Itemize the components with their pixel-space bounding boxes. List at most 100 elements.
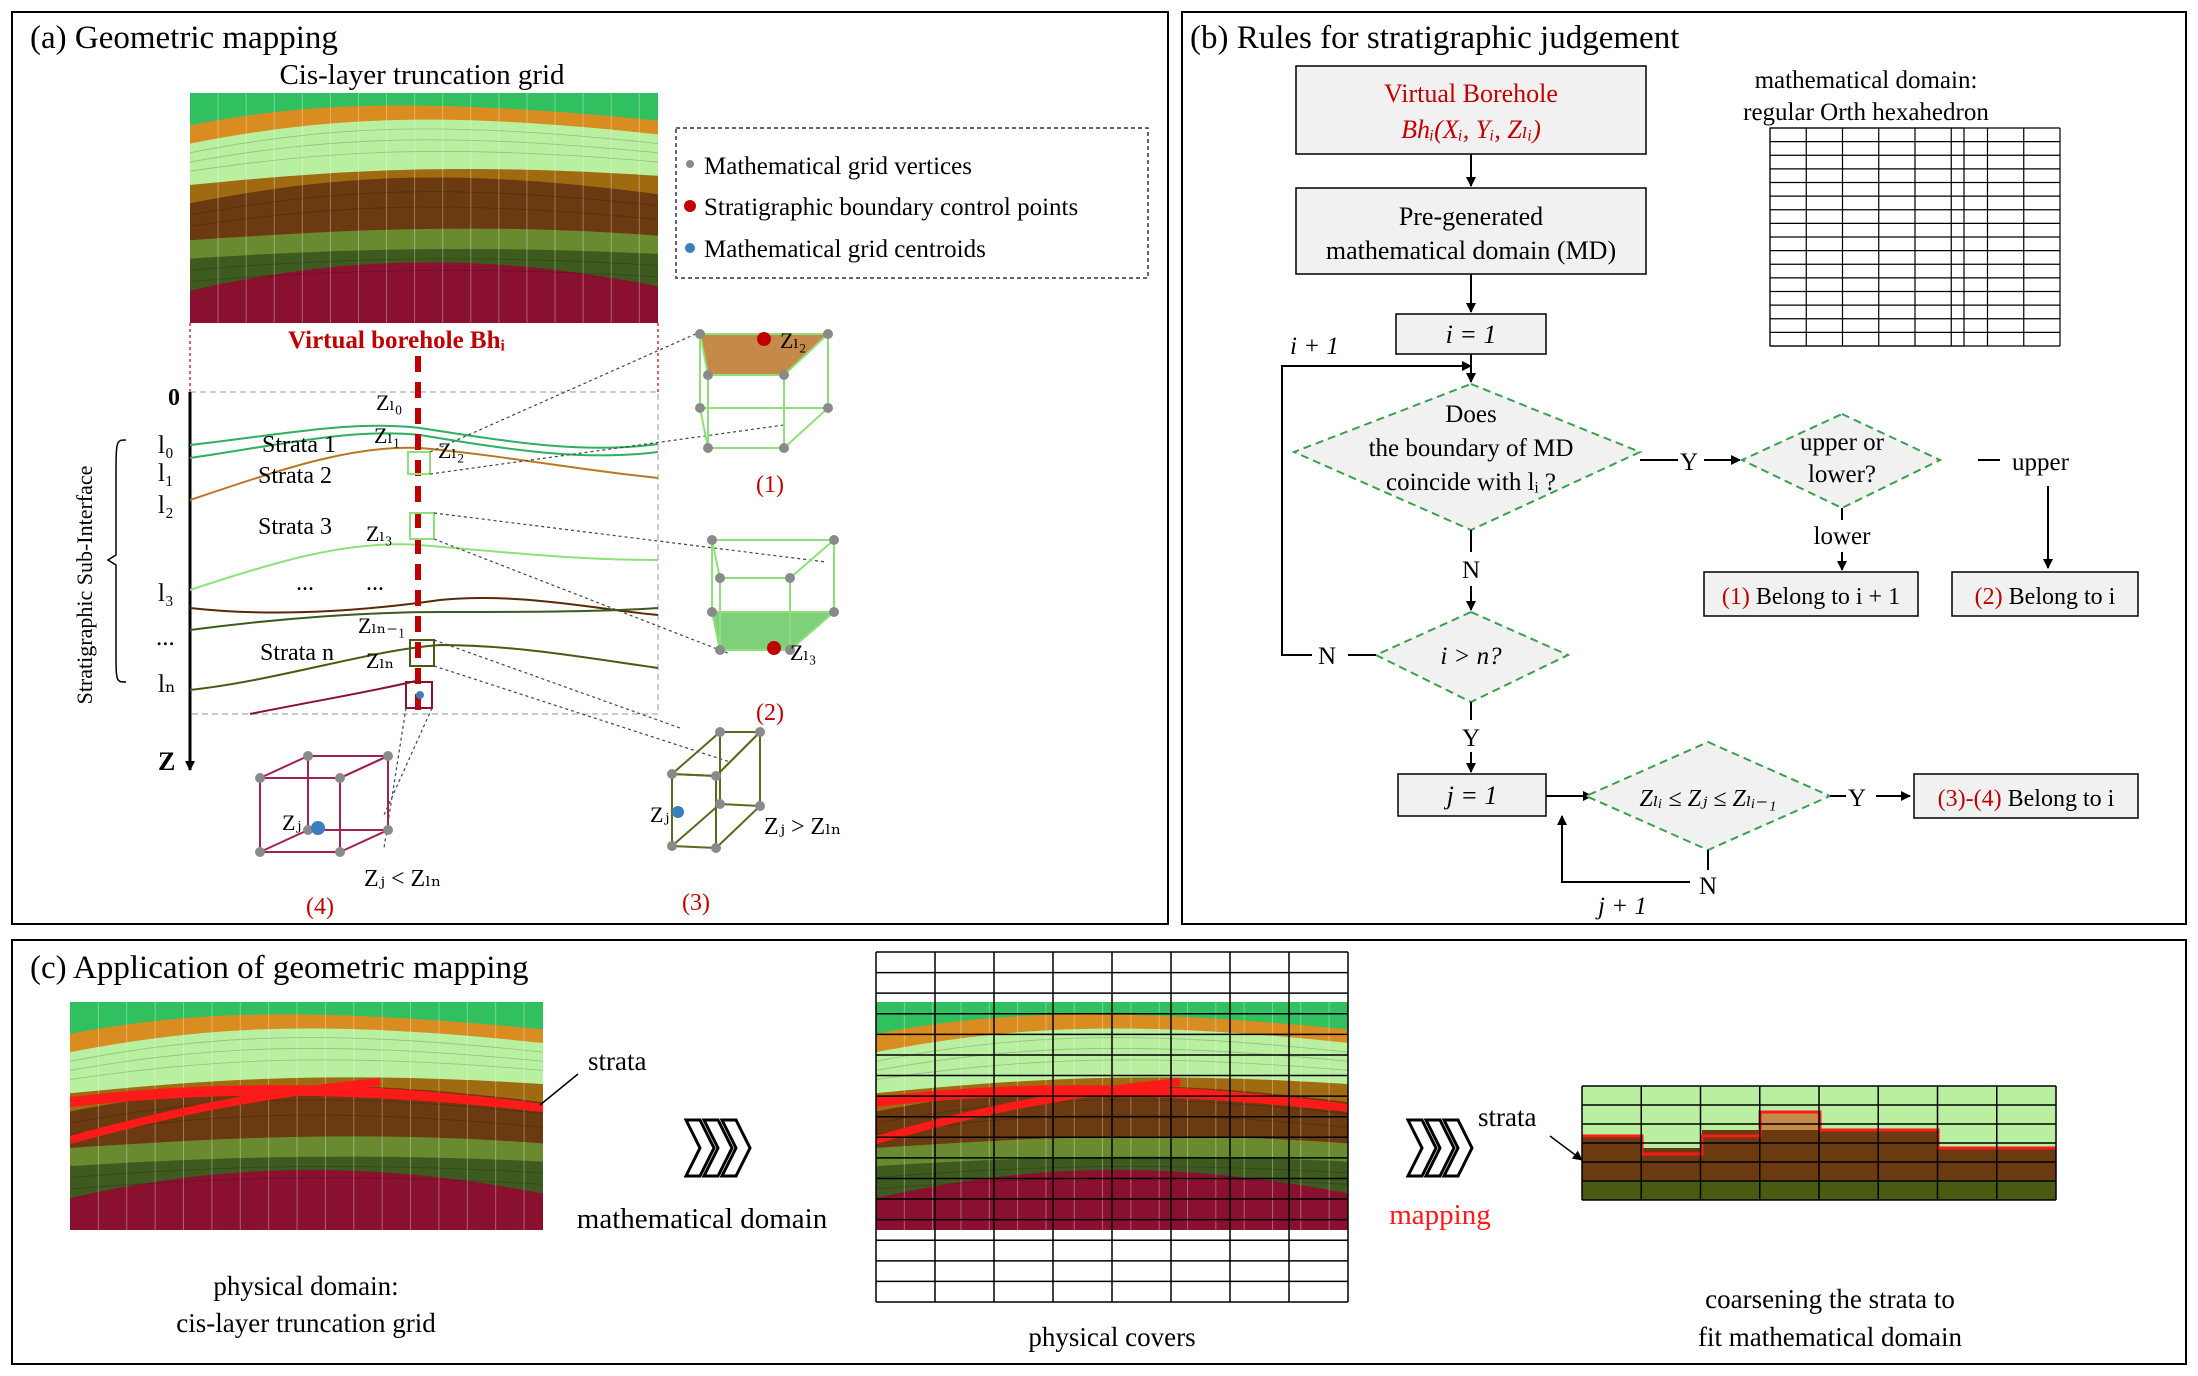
chevron-arrow-icon-2 <box>1405 1118 1474 1178</box>
result-34-box <box>1913 773 2139 819</box>
panel-a-title: (a) Geometric mapping <box>30 20 338 56</box>
does-1: Does <box>1445 401 1496 428</box>
cube-2 <box>707 535 839 655</box>
cube-4-relation: Zⱼ < Zₗₙ <box>364 866 441 892</box>
z-l2: Zₗ₂ <box>438 438 464 463</box>
j-next: j + 1 <box>1595 893 1647 920</box>
cube-2-num: (2) <box>756 700 784 726</box>
mapping-label: mapping <box>1389 1199 1491 1231</box>
legend-centroids: Mathematical grid centroids <box>704 236 986 263</box>
yes-1: Y <box>1680 449 1698 476</box>
coarse-caption-2: fit mathematical domain <box>1698 1322 1962 1352</box>
strata-1: Strata 1 <box>262 432 336 458</box>
panel-c-frame <box>11 939 2187 1365</box>
strata-label-1: strata <box>588 1046 646 1076</box>
virtual-borehole-line1: Virtual Borehole <box>1384 79 1558 108</box>
cube-3-num: (3) <box>682 890 710 916</box>
strata-3: Strata 3 <box>258 514 332 540</box>
upper-lower-1: upper or <box>1800 429 1885 456</box>
pregen-line2: mathematical domain (MD) <box>1326 236 1616 265</box>
i-init-box <box>1395 313 1547 355</box>
pregen-md-box <box>1295 187 1647 275</box>
cube-3-relation: Zⱼ > Zₗₙ <box>764 814 841 840</box>
chevron-arrow-icon-1 <box>683 1118 752 1178</box>
md-grid-lines <box>1769 127 2061 347</box>
cube-3 <box>667 727 765 853</box>
loop-i <box>1281 361 1472 656</box>
cube-3-label: Zⱼ <box>650 802 669 827</box>
no-1: N <box>1462 557 1480 584</box>
lower-label: lower <box>1814 523 1872 550</box>
legend-vertices: Mathematical grid vertices <box>704 153 972 180</box>
z-l3: Zₗ₃ <box>366 521 392 546</box>
virtual-borehole-line2: Bhᵢ(Xᵢ, Yᵢ, Zₗᵢ) <box>1401 115 1541 144</box>
i-gt-n: i > n? <box>1440 643 1502 670</box>
yes-2: Y <box>1462 725 1480 752</box>
cube-1-label: Zₗ₂ <box>780 328 806 353</box>
profile-box <box>189 391 659 715</box>
legend-box <box>675 127 1149 279</box>
sub-interface-brace <box>106 439 127 683</box>
md-caption-2: regular Orth hexahedron <box>1743 99 1989 126</box>
md-label: mathematical domain <box>577 1203 828 1235</box>
range-condition: Zₗᵢ ≤ Zⱼ ≤ Zₗᵢ₋₁ <box>1640 786 1777 812</box>
cube-1 <box>695 329 833 453</box>
coarse-grid-lines <box>1581 1085 2057 1201</box>
cube-4 <box>255 751 393 857</box>
z-l0: Zₗ₀ <box>376 390 402 415</box>
upper-lower-decision <box>1739 412 1943 510</box>
level-ln: lₙ <box>158 671 176 698</box>
strata-2: Strata 2 <box>258 463 332 489</box>
level-l2: l₂ <box>158 492 174 519</box>
result-2-box <box>1951 571 2139 617</box>
strata-label-2: strata <box>1478 1102 1536 1132</box>
j-init: j = 1 <box>1444 781 1498 810</box>
cube-1-num: (1) <box>756 472 784 498</box>
legend-vertex-icon <box>686 160 694 168</box>
result-1: (1) Belong to i + 1 <box>1722 584 1900 610</box>
strata-n: Strata n <box>260 640 334 666</box>
legend-control-points: Stratigraphic boundary control points <box>704 194 1078 221</box>
i-init: i = 1 <box>1446 320 1497 349</box>
cube-2-label: Zₗ₃ <box>790 640 816 665</box>
axis-z: Z <box>158 747 175 776</box>
result-2: (2) Belong to i <box>1975 584 2116 610</box>
truncation-grid-image <box>190 93 658 323</box>
no-2: N <box>1318 643 1336 670</box>
result-1-box <box>1703 571 1919 617</box>
does-2: the boundary of MD <box>1369 435 1574 462</box>
z-l1: Zₗ₁ <box>374 423 400 448</box>
does-3: coincide with lᵢ ? <box>1386 469 1556 496</box>
axis-zero: 0 <box>168 385 180 411</box>
legend-control-point-icon <box>684 200 696 212</box>
level-l3: l₃ <box>158 580 174 607</box>
z-ln-1: Zₗₙ₋₁ <box>358 613 406 638</box>
borehole-label: Virtual borehole Bhᵢ <box>288 327 506 354</box>
panel-a-frame <box>11 11 1169 925</box>
pregen-line1: Pre-generated <box>1399 202 1543 231</box>
yes-3: Y <box>1848 785 1866 812</box>
grid-title: Cis-layer truncation grid <box>279 59 565 91</box>
level-dots: ... <box>156 624 175 651</box>
level-l1: l₁ <box>158 460 174 487</box>
cube-4-label: Zⱼ <box>282 810 301 835</box>
covers-grid <box>875 951 1349 1303</box>
level-l0: l₀ <box>158 432 174 459</box>
coarse-caption-1: coarsening the strata to <box>1705 1284 1955 1314</box>
upper-label: upper <box>2012 449 2070 476</box>
covers-caption: physical covers <box>1028 1322 1195 1352</box>
cube-4-num: (4) <box>306 894 334 920</box>
no-3: N <box>1699 873 1717 900</box>
panel-b-frame <box>1181 11 2187 925</box>
loop-j <box>1557 815 1690 883</box>
j-init-box <box>1397 773 1547 817</box>
dots-2: ... <box>366 570 384 596</box>
z-ln: Zₗₙ <box>366 648 394 673</box>
panel-b-title: (b) Rules for stratigraphic judgement <box>1190 20 1679 56</box>
physical-domain-image <box>70 1002 543 1230</box>
i-next: i + 1 <box>1290 333 1339 360</box>
panel-c-title: (c) Application of geometric mapping <box>30 950 529 986</box>
result-34: (3)-(4) Belong to i <box>1938 786 2115 812</box>
upper-lower-2: lower? <box>1808 461 1876 488</box>
